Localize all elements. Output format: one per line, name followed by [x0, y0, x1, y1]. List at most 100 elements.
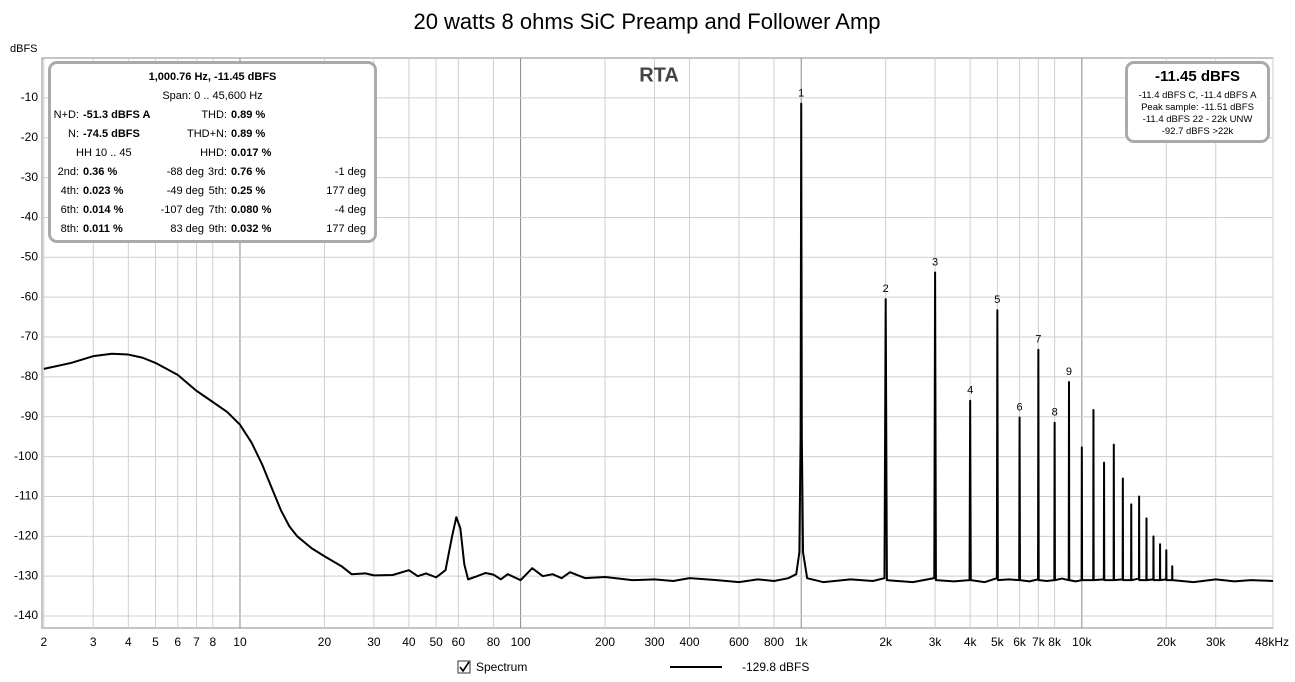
info-value: 0.76 %	[231, 166, 266, 178]
info-label: N:	[68, 128, 79, 140]
level-main: -11.45 dBFS	[1154, 68, 1241, 85]
x-tick-label: 30	[367, 635, 381, 649]
info-value: 0.36 %	[83, 166, 118, 178]
info-label: THD+N:	[186, 128, 227, 140]
chart-title: 20 watts 8 ohms SiC Preamp and Follower …	[413, 9, 880, 34]
x-tick-label: 3	[90, 635, 97, 649]
x-tick-label: 10k	[1072, 635, 1092, 649]
x-tick-label: 20k	[1157, 635, 1177, 649]
info-value: 0.011 %	[83, 223, 123, 235]
harmonic-label: 8	[1052, 407, 1058, 419]
x-tick-label: 6k	[1013, 635, 1027, 649]
info-value: 0.25 %	[231, 185, 266, 197]
x-tick-label: 10	[233, 635, 247, 649]
info-phase: -1 deg	[334, 166, 366, 178]
y-tick-label: -10	[21, 90, 39, 104]
level-box: -11.45 dBFS -11.4 dBFS C, -11.4 dBFS A Pea…	[1125, 61, 1270, 143]
x-tick-label: 4	[125, 635, 132, 649]
info-value: 0.023 %	[83, 185, 124, 197]
y-tick-label: -30	[21, 170, 39, 184]
spectrum-line	[43, 102, 1274, 584]
y-tick-label: -140	[14, 608, 38, 622]
x-tick-label: 8	[209, 635, 216, 649]
harmonic-label: 3	[932, 256, 938, 268]
x-tick-label: 300	[644, 635, 664, 649]
x-tick-label: 100	[511, 635, 531, 649]
harmonic-label: 1	[798, 88, 804, 100]
y-tick-label: -110	[15, 489, 38, 503]
x-tick-label: 48kHz	[1255, 635, 1289, 649]
info-value: 0.080 %	[231, 204, 272, 216]
x-tick-label: 7	[193, 635, 200, 649]
x-tick-label: 2k	[879, 635, 893, 649]
info-span: Span: 0 .. 45,600 Hz	[162, 90, 263, 102]
y-tick-label: -70	[21, 329, 39, 343]
x-tick-label: 20	[318, 635, 332, 649]
legend-label: Spectrum	[476, 660, 527, 674]
info-value: 0.017 %	[231, 147, 272, 159]
info-box: 1,000.76 Hz, -11.45 dBFS Span: 0 .. 45,60…	[48, 61, 377, 243]
x-tick-label: 800	[764, 635, 784, 649]
y-axis-label: dBFS	[10, 43, 38, 55]
y-tick-label: -100	[14, 449, 38, 463]
info-phase: -107 deg	[160, 204, 204, 216]
info-label: N+D:	[53, 109, 79, 121]
harmonic-label: 5	[994, 294, 1000, 306]
info-value: -51.3 dBFS A	[83, 109, 151, 121]
x-tick-label: 2	[40, 635, 47, 649]
info-value: -74.5 dBFS	[83, 128, 140, 140]
info-value: 0.89 %	[231, 128, 266, 140]
info-header: 1,000.76 Hz, -11.45 dBFS	[148, 71, 277, 83]
x-tick-label: 5k	[991, 635, 1005, 649]
x-tick-label: 4k	[964, 635, 978, 649]
x-tick-label: 3k	[929, 635, 943, 649]
level-line: -11.4 dBFS C, -11.4 dBFS A	[1138, 90, 1257, 101]
x-tick-label: 1k	[795, 635, 809, 649]
info-label: 2nd:	[57, 166, 79, 178]
harmonic-label: 6	[1017, 401, 1023, 413]
x-tick-label: 6	[174, 635, 181, 649]
info-label: 6th:	[60, 204, 79, 216]
y-tick-label: -80	[21, 369, 39, 383]
info-label: HHD:	[200, 147, 227, 159]
y-tick-label: -50	[21, 249, 39, 263]
y-tick-label: -130	[14, 568, 38, 582]
info-value: 0.032 %	[231, 223, 272, 235]
x-tick-label: 200	[595, 635, 615, 649]
x-tick-label: 7k	[1032, 635, 1046, 649]
level-line: -11.4 dBFS 22 - 22k UNW	[1142, 114, 1253, 125]
x-tick-label: 60	[452, 635, 466, 649]
x-tick-label: 80	[487, 635, 501, 649]
x-tick-label: 50	[429, 635, 443, 649]
y-tick-label: -90	[21, 409, 39, 423]
info-label: 8th:	[60, 223, 79, 235]
x-tick-label: 5	[152, 635, 159, 649]
y-tick-label: -20	[21, 130, 39, 144]
level-line: -92.7 dBFS >22k	[1161, 126, 1234, 137]
level-line: Peak sample: -11.51 dBFS	[1141, 102, 1254, 113]
y-tick-label: -40	[21, 210, 39, 224]
check-mark	[459, 661, 470, 673]
x-tick-label: 30k	[1206, 635, 1226, 649]
info-phase: 177 deg	[326, 223, 366, 235]
harmonic-label: 7	[1035, 334, 1041, 346]
info-label: 3rd:	[208, 166, 227, 178]
info-phase: -49 deg	[166, 185, 204, 197]
y-tick-label: -120	[14, 528, 38, 542]
info-phase: -4 deg	[334, 204, 366, 216]
info-label: 4th:	[60, 185, 79, 197]
info-value: 0.014 %	[83, 204, 124, 216]
harmonic-label: 2	[883, 283, 889, 295]
info-label: 5th:	[208, 185, 227, 197]
x-tick-label: 8k	[1048, 635, 1062, 649]
x-tick-label: 600	[729, 635, 749, 649]
info-value: 0.89 %	[231, 109, 266, 121]
info-label: 9th:	[208, 223, 227, 235]
x-tick-label: 400	[680, 635, 700, 649]
info-label: THD:	[201, 109, 227, 121]
harmonic-label: 9	[1066, 366, 1072, 378]
plot-label: RTA	[639, 64, 679, 86]
info-phase: -88 deg	[166, 166, 204, 178]
harmonic-label: 4	[967, 385, 973, 397]
